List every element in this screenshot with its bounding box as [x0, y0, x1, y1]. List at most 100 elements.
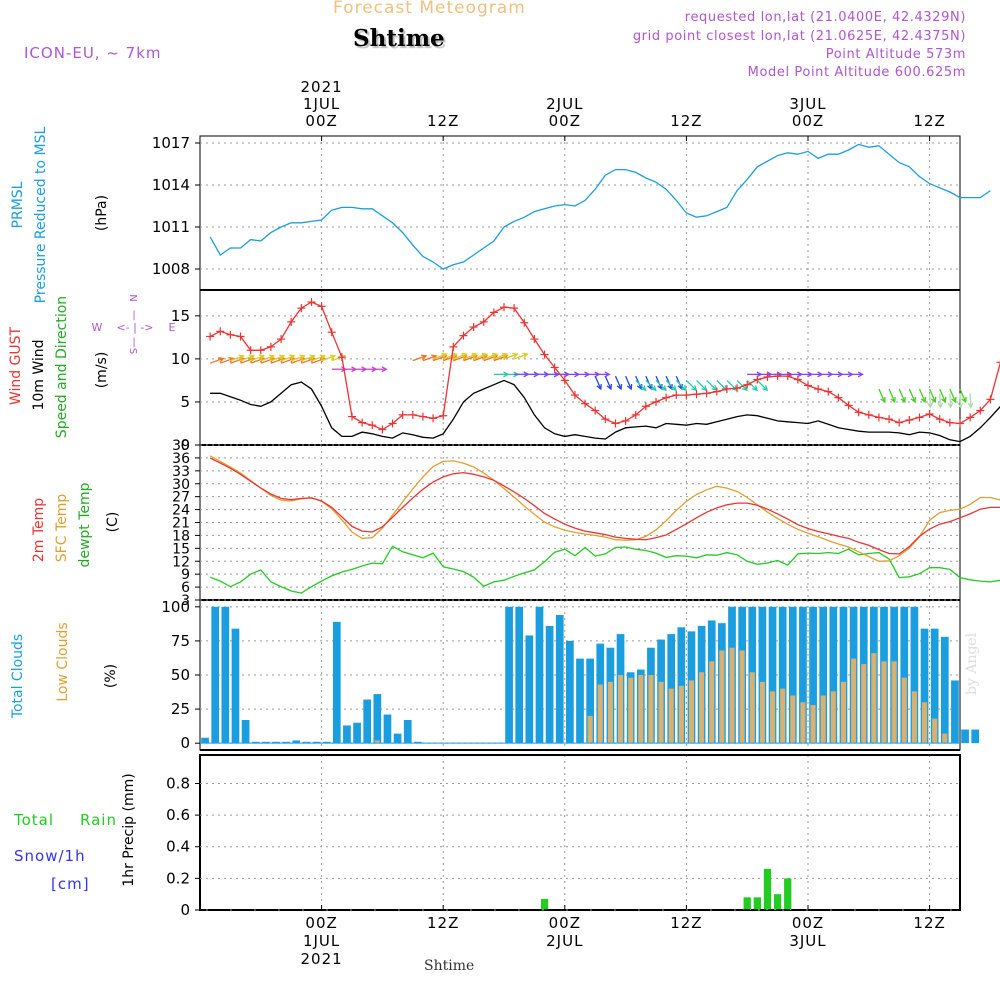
wind-label-unit: (m/s)	[94, 352, 110, 389]
wind-arrow-head	[930, 396, 937, 404]
wind-arrow	[311, 355, 325, 362]
wind-arrow	[240, 355, 254, 362]
precip-ytick-label: 0.4	[166, 838, 190, 856]
total-cloud-bar	[545, 625, 554, 744]
wind-arrow-head	[218, 357, 225, 363]
temperature-ytick-label: 3	[181, 593, 190, 609]
wind-ytick-label: 15	[171, 307, 190, 325]
wind-arrow	[453, 353, 467, 360]
wind-arrow	[260, 355, 275, 362]
wind-arrow-head	[481, 352, 489, 359]
wind-arrow	[280, 355, 295, 362]
low-cloud-bar	[374, 740, 380, 744]
wind-ytick-label: 10	[171, 350, 190, 368]
total-cloud-bar	[505, 606, 513, 744]
total-cloud-bar	[211, 606, 220, 744]
wind-arrow-head	[451, 352, 458, 359]
pressure-frame	[199, 135, 961, 291]
bottom-time-label: 12Z	[670, 914, 702, 932]
wind-arrow	[614, 375, 622, 390]
low-cloud-bar	[597, 684, 603, 744]
wind-arrow-head	[650, 385, 657, 392]
temperature-ytick-label: 39	[172, 438, 190, 454]
wind-arrow	[959, 388, 967, 403]
wind-arrow-head	[967, 402, 974, 409]
wind-arrow-head	[937, 402, 944, 409]
wind-arrow-head	[927, 402, 934, 409]
low-cloud-bar	[668, 688, 674, 744]
total-cloud-bar	[302, 741, 311, 744]
compass-bar: |	[132, 337, 135, 348]
temperature-ytick-label: 30	[172, 477, 190, 493]
total-cloud-bar	[292, 740, 301, 744]
wind-arrow	[898, 388, 906, 403]
wind-arrow-head	[626, 383, 633, 391]
wind-arrow-head	[910, 396, 917, 404]
temperature-ytick-label: 18	[172, 528, 190, 544]
total-cloud-bar	[566, 640, 574, 744]
wind-arrow-head	[940, 396, 947, 404]
wind-ytick-label: 0	[180, 436, 190, 454]
precip-ytick-label: 0.6	[166, 806, 190, 824]
bottom-time-label: 2JUL	[546, 932, 583, 950]
wind-arrow-head	[319, 354, 326, 361]
total-cloud-bar	[403, 720, 412, 744]
wind-arrow	[736, 379, 748, 391]
low-cloud-bar	[861, 664, 867, 744]
low-cloud-bar	[871, 653, 877, 744]
low-cloud-bar	[607, 681, 613, 744]
wind-arrow	[594, 375, 602, 390]
cloud-label-low: Low Clouds	[55, 622, 71, 701]
bottom-time-label: 3JUL	[789, 932, 826, 950]
precip-frame	[199, 754, 961, 911]
temperature-ytick-label: 21	[172, 516, 190, 532]
total-cloud-bar	[758, 606, 767, 744]
total-cloud-bar	[525, 635, 534, 744]
total-cloud-bar	[910, 606, 919, 744]
total-cloud-bar	[819, 606, 828, 744]
low-cloud-bar	[770, 691, 776, 744]
wind-ytick-label: 5	[180, 393, 190, 411]
wind-arrow-head	[606, 383, 613, 391]
wind-arrow	[301, 355, 315, 362]
wind-label-10m: 10m Wind	[31, 339, 47, 410]
wind-arrow	[220, 357, 234, 364]
low-cloud-bar	[628, 677, 634, 744]
pressure-line	[209, 143, 991, 270]
wind-arrow-head	[471, 352, 478, 359]
total-cloud-bar	[768, 606, 777, 744]
wind-arrow	[503, 353, 518, 360]
low-cloud-bar	[638, 675, 644, 744]
low-cloud-bar	[648, 675, 654, 744]
total-cloud-bar	[272, 741, 280, 744]
low-cloud-bar	[901, 677, 907, 744]
wind-arrow	[230, 355, 244, 362]
wind-arrow-head	[238, 354, 245, 361]
rain-bar	[753, 897, 761, 910]
wind-arrow-head	[268, 354, 276, 361]
wind-arrow-head	[762, 385, 769, 392]
wind-arrow-head	[752, 385, 758, 392]
wind-arrow-head	[420, 354, 428, 361]
wind-arrow	[250, 355, 265, 362]
clouds-ytick-label: 25	[171, 700, 190, 718]
temp2m-line	[209, 457, 1000, 555]
total-cloud-bar	[900, 606, 909, 744]
wind-arrow	[675, 379, 687, 391]
low-cloud-bar	[699, 672, 705, 744]
wind-arrow	[209, 357, 224, 364]
wind-arrow	[442, 353, 457, 360]
wind-arrow-head	[880, 396, 886, 404]
wind-arrow-head	[279, 354, 286, 361]
bottom-time-label: 00Z	[792, 914, 824, 932]
pressure-ytick-label: 1008	[152, 260, 190, 278]
wind-arrow	[665, 379, 677, 391]
wind-arrow	[412, 355, 427, 362]
cloud-label-unit: (%)	[103, 664, 119, 688]
bottom-time-label: 00Z	[305, 914, 337, 932]
wind-arrow	[493, 353, 508, 360]
low-cloud-bar	[688, 680, 694, 744]
low-cloud-bar	[881, 661, 887, 744]
low-cloud-bar	[942, 733, 948, 744]
wind-arrow	[908, 388, 916, 403]
